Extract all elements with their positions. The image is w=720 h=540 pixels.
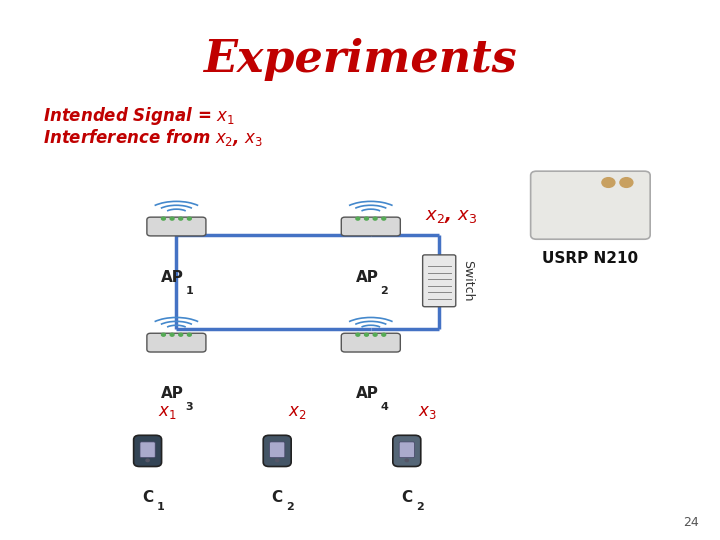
- FancyBboxPatch shape: [399, 442, 415, 457]
- FancyBboxPatch shape: [341, 217, 400, 236]
- Circle shape: [620, 178, 633, 187]
- Text: AP: AP: [161, 270, 184, 285]
- Text: Switch: Switch: [461, 260, 474, 301]
- Point: [423, 269, 432, 276]
- Circle shape: [382, 333, 386, 336]
- Point: [446, 289, 455, 295]
- Circle shape: [170, 217, 174, 220]
- Text: $x_1$: $x_1$: [158, 403, 177, 421]
- Circle shape: [276, 459, 279, 462]
- Circle shape: [179, 333, 183, 336]
- Text: $x_3$: $x_3$: [418, 403, 436, 421]
- Circle shape: [405, 459, 408, 462]
- Point: [423, 282, 432, 289]
- FancyBboxPatch shape: [423, 255, 456, 307]
- Circle shape: [382, 217, 386, 220]
- Point: [446, 295, 455, 302]
- FancyBboxPatch shape: [147, 217, 206, 236]
- Text: $x_2$: $x_2$: [288, 403, 307, 421]
- Text: 2: 2: [380, 286, 388, 296]
- FancyBboxPatch shape: [393, 435, 420, 467]
- Text: USRP N210: USRP N210: [542, 251, 639, 266]
- Point: [446, 276, 455, 282]
- Circle shape: [187, 217, 192, 220]
- Circle shape: [146, 459, 149, 462]
- Text: C: C: [271, 490, 283, 505]
- Text: 3: 3: [186, 402, 194, 413]
- Circle shape: [356, 333, 360, 336]
- FancyBboxPatch shape: [341, 333, 400, 352]
- Text: AP: AP: [161, 386, 184, 401]
- FancyBboxPatch shape: [269, 442, 285, 457]
- Point: [446, 282, 455, 289]
- Circle shape: [179, 217, 183, 220]
- Circle shape: [170, 333, 174, 336]
- Text: Experiments: Experiments: [203, 38, 517, 81]
- Text: Intended Signal = $x_1$: Intended Signal = $x_1$: [43, 105, 235, 127]
- Text: 2: 2: [416, 502, 424, 512]
- Text: AP: AP: [356, 386, 379, 401]
- Circle shape: [187, 333, 192, 336]
- Text: C: C: [142, 490, 153, 505]
- Text: $x_2$, $x_3$: $x_2$, $x_3$: [425, 207, 477, 225]
- Circle shape: [161, 333, 166, 336]
- Point: [446, 269, 455, 276]
- Text: AP: AP: [356, 270, 379, 285]
- FancyBboxPatch shape: [264, 435, 291, 467]
- Text: 1: 1: [186, 286, 194, 296]
- Circle shape: [373, 333, 377, 336]
- Text: 1: 1: [157, 502, 165, 512]
- Text: C: C: [401, 490, 413, 505]
- FancyBboxPatch shape: [134, 435, 161, 467]
- Point: [423, 263, 432, 269]
- Text: 4: 4: [380, 402, 388, 413]
- Text: 24: 24: [683, 516, 698, 529]
- Text: 2: 2: [287, 502, 294, 512]
- FancyBboxPatch shape: [531, 171, 650, 239]
- Circle shape: [356, 217, 360, 220]
- Circle shape: [364, 333, 369, 336]
- FancyBboxPatch shape: [140, 442, 156, 457]
- Circle shape: [161, 217, 166, 220]
- Circle shape: [602, 178, 615, 187]
- Text: Interference from $x_2$, $x_3$: Interference from $x_2$, $x_3$: [43, 127, 264, 148]
- FancyBboxPatch shape: [147, 333, 206, 352]
- Point: [423, 295, 432, 302]
- Point: [446, 263, 455, 269]
- Circle shape: [373, 217, 377, 220]
- Point: [423, 276, 432, 282]
- Circle shape: [364, 217, 369, 220]
- Point: [423, 289, 432, 295]
